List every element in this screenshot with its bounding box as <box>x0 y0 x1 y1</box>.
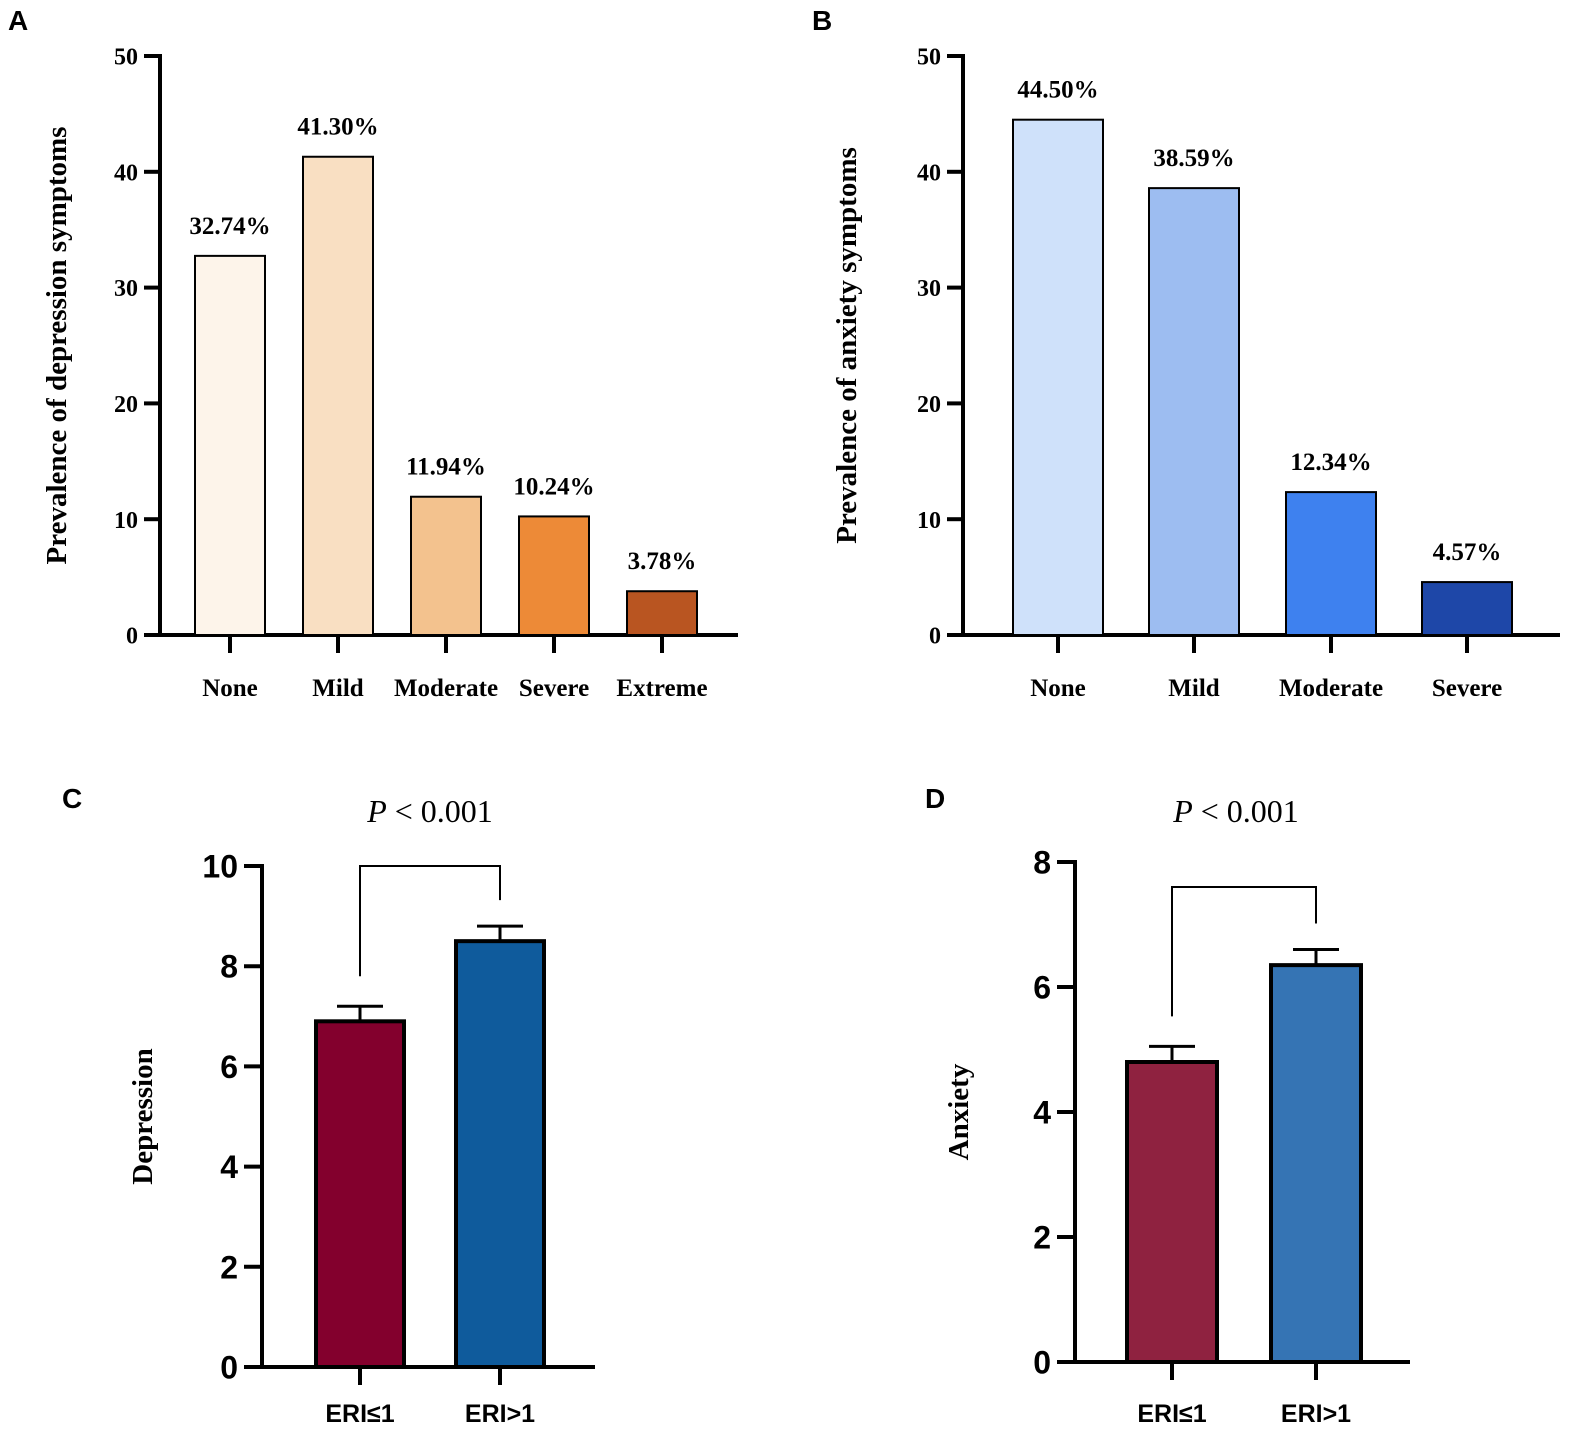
y-tick-label: 8 <box>220 949 238 985</box>
bar-eri-1 <box>454 939 546 1370</box>
x-category-label: None <box>202 675 258 702</box>
y-tick-label: 6 <box>1033 970 1051 1006</box>
y-axis-label: Prevalence of depression symptoms <box>41 127 73 565</box>
y-axis-label: Depression <box>127 1048 159 1184</box>
p-value-text: < 0.001 <box>1193 793 1299 829</box>
x-category-label: ERI≤1 <box>325 1400 394 1428</box>
y-tick-label: 2 <box>220 1249 238 1285</box>
panel-d-anxiety-by-eri-chart: 0 2 4 6 8 Anxiety ERI≤1 ERI>1 P < 0.001 <box>943 793 1410 1428</box>
bar-severe <box>518 515 590 636</box>
p-value-symbol: P <box>1172 793 1193 829</box>
y-tick-label: 0 <box>220 1350 238 1386</box>
p-value-title: P < 0.001 <box>366 793 493 829</box>
bar-data-label: 3.78% <box>628 548 697 575</box>
bar-data-label: 32.74% <box>189 213 270 240</box>
y-tick-label: 30 <box>114 276 138 302</box>
bar-none <box>194 254 266 637</box>
x-category-label: Moderate <box>1279 675 1383 702</box>
y-tick-label: 50 <box>917 45 941 71</box>
y-tick-label: 4 <box>220 1149 238 1185</box>
significance-bracket <box>1171 886 1317 1017</box>
y-tick-label: 10 <box>917 508 941 534</box>
panel-letter-c: C <box>62 783 82 814</box>
x-category-label: Moderate <box>394 675 498 702</box>
y-tick-label: 50 <box>114 45 138 71</box>
bar-data-label: 41.30% <box>297 114 378 141</box>
panel-letter-a: A <box>8 5 28 36</box>
y-axis-label: Prevalence of anxiety symptoms <box>831 147 863 544</box>
y-tick-label: 2 <box>1033 1220 1051 1256</box>
y-tick-label: 30 <box>917 276 941 302</box>
x-category-label: Severe <box>1432 675 1502 702</box>
bar-mild <box>1148 187 1240 636</box>
bar-eri-1 <box>1125 1060 1219 1364</box>
p-value-symbol: P <box>366 793 387 829</box>
significance-bracket <box>359 865 501 977</box>
bar-data-label: 4.57% <box>1433 539 1502 566</box>
bar-extreme <box>626 590 698 636</box>
bar-data-label: 10.24% <box>513 473 594 500</box>
panel-b-anxiety-prevalence-chart: 0 10 20 30 40 50 Prevalence of anxiety symptom… <box>831 45 1560 702</box>
x-category-label: Mild <box>312 675 363 702</box>
bar-mild <box>302 155 374 636</box>
bar-moderate <box>410 495 482 636</box>
bar-data-label: 38.59% <box>1153 145 1234 172</box>
x-category-label: Mild <box>1168 675 1219 702</box>
y-tick-label: 40 <box>114 160 138 186</box>
x-category-label: ERI>1 <box>1281 1400 1351 1428</box>
y-tick-label: 4 <box>1033 1095 1051 1131</box>
x-category-label: Extreme <box>616 675 707 702</box>
bar-severe <box>1421 581 1513 637</box>
y-tick-label: 20 <box>114 392 138 418</box>
y-tick-label: 8 <box>1033 845 1051 881</box>
bar-data-label: 11.94% <box>406 454 486 481</box>
x-category-label: Severe <box>519 675 589 702</box>
y-tick-label: 0 <box>126 624 138 650</box>
x-category-label: None <box>1030 675 1086 702</box>
panel-letter-b: B <box>812 5 832 36</box>
panel-a-depression-prevalence-chart: 0 10 20 30 40 50 Prevalence of depression symp… <box>41 45 738 702</box>
bar-moderate <box>1285 491 1377 637</box>
bar-eri-1 <box>1269 963 1363 1364</box>
y-tick-label: 6 <box>220 1049 238 1085</box>
y-tick-label: 0 <box>929 624 941 650</box>
y-tick-label: 0 <box>1033 1345 1051 1381</box>
p-value-title: P < 0.001 <box>1172 793 1299 829</box>
bar-data-label: 44.50% <box>1017 77 1098 104</box>
panel-letter-d: D <box>925 783 945 814</box>
y-tick-label: 10 <box>114 508 138 534</box>
p-value-text: < 0.001 <box>387 793 493 829</box>
bar-eri-1 <box>314 1019 406 1369</box>
y-axis-label: Anxiety <box>943 1063 975 1160</box>
bar-data-label: 12.34% <box>1290 449 1371 476</box>
x-category-label: ERI>1 <box>465 1400 535 1428</box>
panel-c-depression-by-eri-chart: 0 2 4 6 8 10 Depression ERI≤1 ERI>1 P < 0.001 <box>127 793 595 1428</box>
y-tick-label: 20 <box>917 392 941 418</box>
y-tick-label: 40 <box>917 160 941 186</box>
x-category-label: ERI≤1 <box>1137 1400 1206 1428</box>
y-tick-label: 10 <box>202 849 238 885</box>
bar-none <box>1012 118 1104 636</box>
